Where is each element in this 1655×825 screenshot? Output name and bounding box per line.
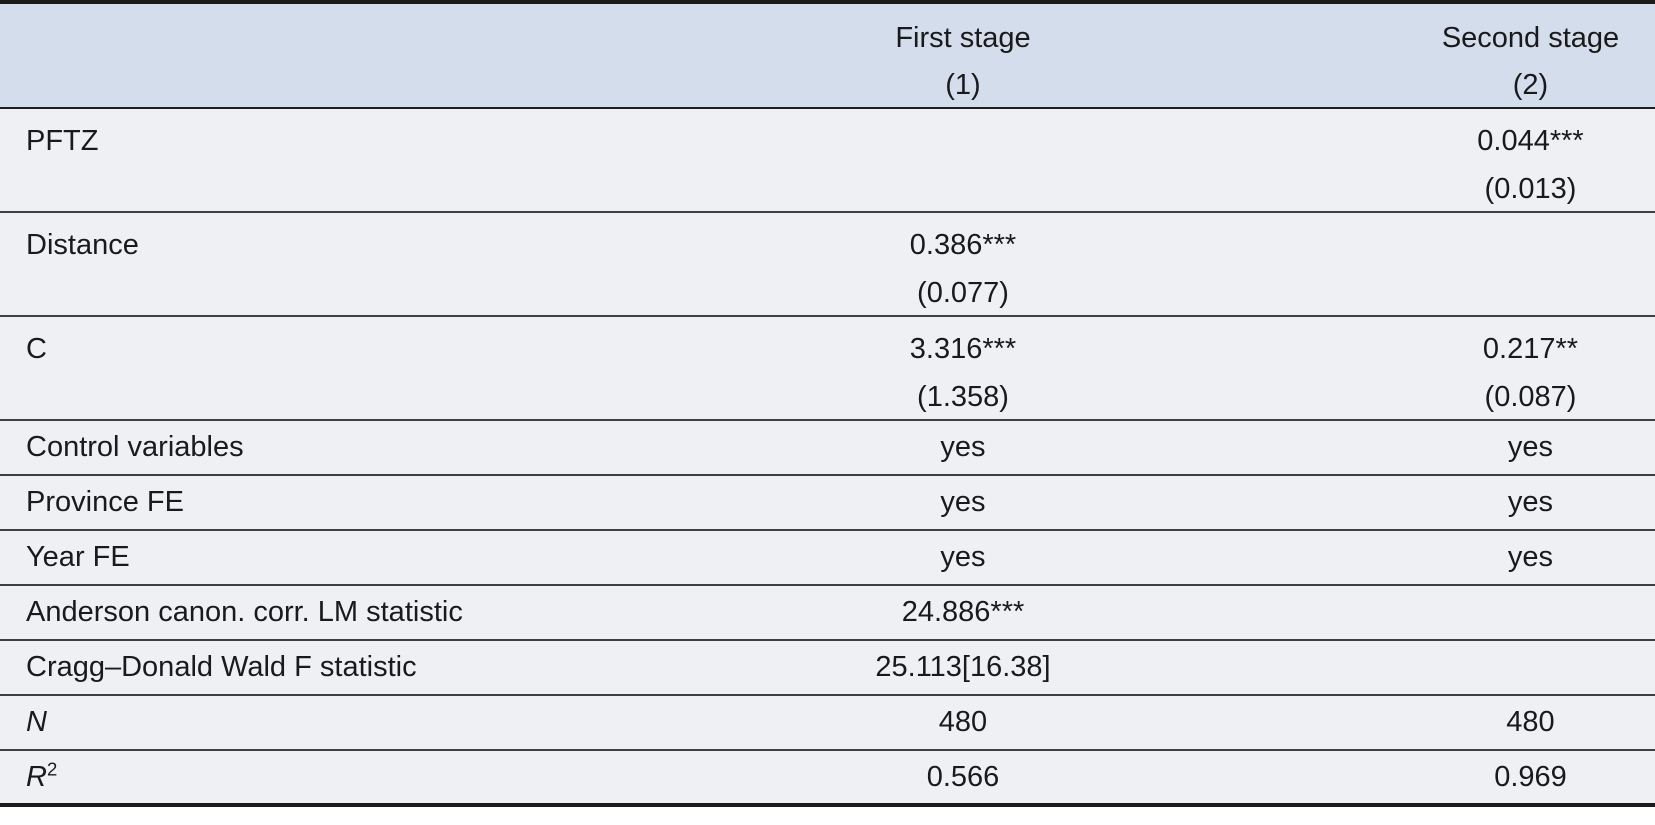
coefficient: 0.044*** <box>1477 125 1584 157</box>
r-squared-superscript: 2 <box>46 757 58 779</box>
coefficient <box>1406 213 1655 267</box>
standard-error <box>1406 267 1655 315</box>
cell-second-stage: 0.969 <box>1494 760 1567 793</box>
cell-first-stage: 480 <box>938 706 988 738</box>
second-stage-title: Second stage <box>1441 22 1620 54</box>
regression-results-table: First stage (1) Second stage (2) PFTZ <box>0 0 1655 807</box>
table-row-cragg-donald: Cragg–Donald Wald F statistic 25.113[16.… <box>0 640 1655 695</box>
cell-first-stage: 3.316*** (1.358) <box>520 316 1406 420</box>
cell-first-stage: 0.566 <box>926 760 1000 793</box>
row-label: Distance <box>26 229 139 261</box>
table-row-year-fe: Year FE yes yes <box>0 530 1655 585</box>
cell-second-stage: 480 <box>1506 706 1555 738</box>
row-label: C <box>26 333 47 365</box>
header-empty-cell <box>0 2 520 108</box>
coefficient: 3.316*** <box>909 333 1017 365</box>
second-stage-number: (2) <box>1512 69 1549 101</box>
standard-error: (0.077) <box>917 277 1009 309</box>
cell-second-stage <box>1406 585 1655 640</box>
row-label: R2 <box>0 750 520 805</box>
table-body: PFTZ 0.044*** (0.013) Distance 0.386*** … <box>0 108 1655 805</box>
coefficient: 0.217** <box>1482 333 1579 365</box>
header-row: First stage (1) Second stage (2) <box>0 2 1655 108</box>
cell-first-stage: 0.386*** (0.077) <box>520 212 1406 316</box>
cell-second-stage: 0.217** (0.087) <box>1406 316 1655 420</box>
table-header: First stage (1) Second stage (2) <box>0 2 1655 108</box>
table-row-r-squared: R2 0.566 0.969 <box>0 750 1655 805</box>
cell-first-stage: 25.113[16.38] <box>875 651 1051 683</box>
table-row-pftz: PFTZ 0.044*** (0.013) <box>0 108 1655 212</box>
cell-second-stage: yes <box>1507 486 1554 518</box>
row-label: Control variables <box>26 431 244 463</box>
cell-first-stage: yes <box>940 431 986 463</box>
cell-first-stage: yes <box>940 541 986 573</box>
header-first-stage: First stage (1) <box>520 2 1406 108</box>
row-label: Year FE <box>26 541 130 573</box>
table-row-anderson-lm: Anderson canon. corr. LM statistic 24.88… <box>0 585 1655 640</box>
coefficient: 0.386*** <box>909 229 1017 261</box>
table-row-distance: Distance 0.386*** (0.077) <box>0 212 1655 316</box>
table-row-control-variables: Control variables yes yes <box>0 420 1655 475</box>
row-label: Anderson canon. corr. LM statistic <box>26 596 463 628</box>
cell-first-stage: 24.886*** <box>901 596 1025 628</box>
standard-error: (0.087) <box>1484 381 1577 413</box>
row-label: Province FE <box>26 486 184 518</box>
standard-error: (0.013) <box>1484 173 1577 205</box>
first-stage-title: First stage <box>895 22 1031 54</box>
cell-first-stage <box>520 108 1406 212</box>
row-label: N <box>0 695 520 750</box>
cell-first-stage: yes <box>940 486 986 518</box>
cell-second-stage: yes <box>1507 541 1554 573</box>
row-label: PFTZ <box>26 125 99 157</box>
standard-error <box>520 163 1406 211</box>
table-row-province-fe: Province FE yes yes <box>0 475 1655 530</box>
n-symbol: N <box>26 706 47 738</box>
cell-second-stage: 0.044*** (0.013) <box>1406 108 1655 212</box>
cell-second-stage <box>1406 640 1655 695</box>
cell-second-stage: yes <box>1507 431 1554 463</box>
table-row-constant: C 3.316*** (1.358) 0.217** (0.087) <box>0 316 1655 420</box>
standard-error: (1.358) <box>917 381 1009 413</box>
r-symbol: R <box>26 760 47 793</box>
cell-second-stage <box>1406 212 1655 316</box>
header-second-stage: Second stage (2) <box>1406 2 1655 108</box>
first-stage-number: (1) <box>945 69 981 101</box>
table-row-observations: N 480 480 <box>0 695 1655 750</box>
coefficient <box>520 109 1406 163</box>
row-label: Cragg–Donald Wald F statistic <box>26 651 417 683</box>
